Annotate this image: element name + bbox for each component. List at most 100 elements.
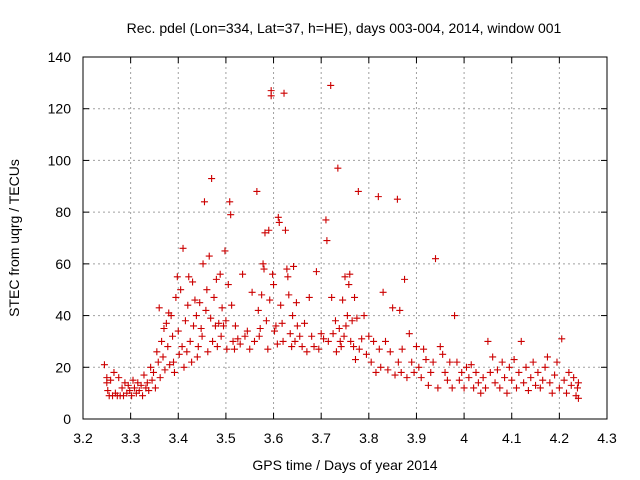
data-point: [147, 363, 155, 371]
y-tick-label: 100: [48, 152, 72, 168]
data-point: [148, 376, 156, 384]
data-point: [348, 317, 356, 325]
data-point: [172, 293, 180, 301]
data-point: [104, 387, 112, 395]
x-tick-label: 3.7: [311, 430, 331, 446]
data-point: [322, 216, 330, 224]
data-point: [543, 353, 551, 361]
data-point: [178, 343, 186, 351]
data-point: [192, 312, 200, 320]
data-point: [227, 211, 235, 219]
data-point: [360, 312, 368, 320]
data-point: [377, 363, 385, 371]
data-point: [135, 387, 143, 395]
data-point: [191, 296, 199, 304]
grid-layer: [83, 57, 607, 419]
tick-layer: 3.2 3.3 3.4 3.5 3.6 3.7 3.8 3.9 4 4.1 4.2 4.3 0 20 40 6…: [48, 49, 617, 446]
data-point: [153, 348, 161, 356]
data-point: [470, 384, 478, 392]
data-point: [283, 265, 291, 273]
x-tick-label: 4: [460, 430, 468, 446]
data-point: [234, 335, 242, 343]
data-point: [374, 193, 382, 201]
data-point: [462, 363, 470, 371]
data-point: [204, 348, 212, 356]
data-point: [412, 343, 420, 351]
data-point: [265, 226, 273, 234]
data-point: [248, 288, 256, 296]
data-point: [347, 337, 355, 345]
data-point: [253, 187, 261, 195]
data-point: [337, 343, 345, 351]
data-point: [217, 332, 225, 340]
data-point: [339, 296, 347, 304]
data-point: [410, 368, 418, 376]
data-point: [145, 387, 153, 395]
x-tick-label: 4.1: [502, 430, 522, 446]
data-point: [517, 337, 525, 345]
data-point: [408, 358, 416, 366]
data-point: [508, 376, 516, 384]
data-point: [260, 265, 268, 273]
data-point: [346, 270, 354, 278]
y-tick-label: 20: [55, 359, 71, 375]
x-tick-label: 3.3: [121, 430, 141, 446]
data-point: [279, 337, 287, 345]
data-point: [439, 350, 447, 358]
data-points: [100, 81, 582, 402]
y-tick-label: 80: [55, 204, 71, 220]
data-point: [301, 319, 309, 327]
data-point: [351, 356, 359, 364]
data-point: [389, 304, 397, 312]
data-point: [335, 325, 343, 332]
data-point: [565, 368, 573, 376]
data-point: [336, 337, 344, 345]
data-point: [489, 353, 497, 361]
data-point: [166, 361, 174, 369]
data-point: [259, 260, 267, 268]
data-point: [460, 384, 468, 392]
data-point: [250, 337, 258, 345]
data-point: [539, 376, 547, 384]
data-point: [532, 381, 540, 389]
data-point: [491, 379, 499, 387]
data-point: [331, 317, 339, 325]
data-point: [312, 268, 320, 276]
data-point: [310, 343, 318, 351]
data-point: [434, 384, 442, 392]
data-point: [536, 384, 544, 392]
data-point: [115, 374, 123, 382]
data-point: [196, 299, 204, 307]
data-point: [243, 327, 251, 335]
data-point: [164, 343, 172, 351]
data-point: [498, 358, 506, 366]
data-point: [159, 353, 167, 361]
data-point: [180, 363, 188, 371]
data-point: [305, 293, 313, 301]
data-point: [273, 340, 281, 348]
data-point: [228, 301, 236, 309]
data-point: [296, 332, 304, 340]
data-point: [140, 371, 148, 379]
x-tick-label: 3.6: [264, 430, 284, 446]
data-point: [216, 270, 224, 278]
data-point: [429, 358, 437, 366]
data-point: [124, 381, 132, 389]
data-point: [332, 348, 340, 356]
data-point: [563, 389, 571, 397]
data-point: [484, 337, 492, 345]
data-point: [277, 301, 285, 309]
data-point: [266, 296, 274, 304]
data-point: [308, 332, 316, 340]
data-point: [281, 226, 289, 234]
data-point: [103, 379, 111, 387]
data-point: [424, 381, 432, 389]
x-tick-label: 3.2: [73, 430, 93, 446]
x-tick-label: 3.8: [359, 430, 379, 446]
data-point: [574, 379, 582, 387]
data-point: [362, 350, 370, 358]
data-point: [292, 299, 300, 307]
plot-frame: [82, 56, 608, 420]
data-point: [100, 361, 108, 369]
